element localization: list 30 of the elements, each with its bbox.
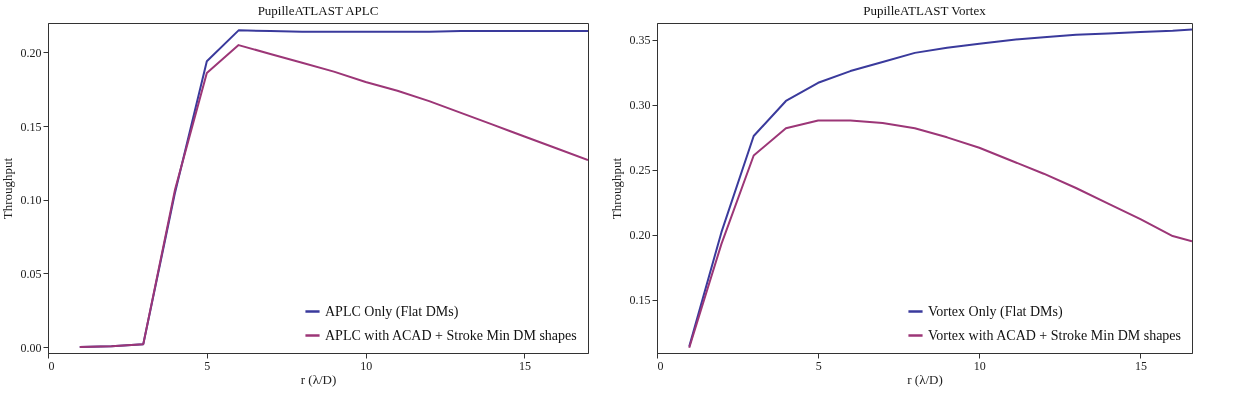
y-tick-label: 0.10 (20, 193, 42, 208)
x-tick-label: 0 (657, 358, 664, 373)
chart-title: PupilleATLAST Vortex (863, 3, 987, 18)
y-tick-label: 0.00 (20, 340, 42, 355)
y-axis-title: Throughput (608, 157, 624, 220)
y-tick-label: 0.15 (629, 293, 651, 308)
legend-label: APLC Only (Flat DMs) (325, 303, 459, 320)
legend-label: APLC with ACAD + Stroke Min DM shapes (325, 327, 577, 343)
x-tick-label: 15 (1134, 358, 1147, 373)
y-tick-label: 0.15 (20, 119, 42, 134)
chart-title: PupilleATLAST APLC (257, 3, 379, 18)
y-tick-label: 0.35 (629, 33, 651, 48)
line-series (688, 119, 1192, 349)
x-tick-label: 0 (48, 358, 55, 373)
x-tick-label: 15 (518, 358, 531, 373)
y-tick-label: 0.20 (629, 228, 651, 243)
x-axis-title: r (λ/D) (300, 371, 337, 387)
x-tick-label: 5 (815, 358, 822, 373)
y-tick-label: 0.25 (629, 163, 651, 178)
y-tick-label: 0.30 (629, 98, 651, 113)
y-tick-label: 0.05 (20, 266, 42, 281)
legend-label: Vortex with ACAD + Stroke Min DM shapes (928, 327, 1182, 343)
y-tick-label: 0.20 (20, 45, 42, 60)
y-axis-title: Throughput (0, 157, 15, 220)
x-axis-title: r (λ/D) (907, 371, 943, 387)
x-tick-label: 10 (360, 358, 373, 373)
line-series (688, 28, 1192, 348)
legend-label: Vortex Only (Flat DMs) (928, 303, 1064, 320)
x-tick-label: 5 (204, 358, 211, 373)
x-tick-label: 10 (973, 358, 986, 373)
